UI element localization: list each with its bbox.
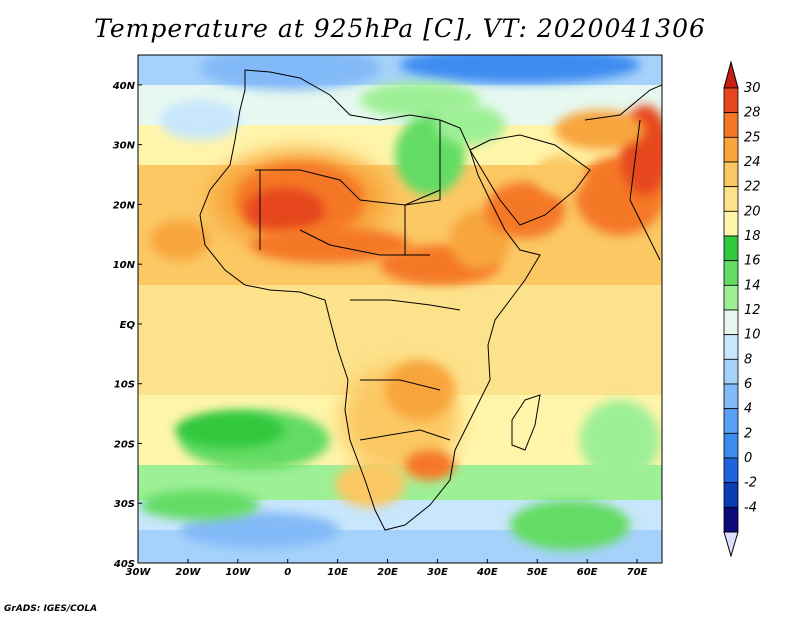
colorbar-label: 6 [744,377,752,392]
lon-tick-label: 40E [476,567,498,578]
colorbar-swatch [723,482,739,508]
colorbar-swatch [723,408,739,434]
colorbar-swatch [723,506,739,533]
lat-tick-label: 10N [113,260,136,271]
longitude-axis: 30W 20W 10W 0 10E 20E 30E 40E 50E 60E 70E [126,559,648,578]
colorbar-label: 14 [744,278,761,293]
lon-tick-label: 0 [284,567,291,578]
temperature-field [138,55,662,563]
colorbar-label: 30 [744,81,761,96]
lon-tick-label: 60E [577,567,598,578]
colorbar-label: 0 [744,451,752,466]
lon-tick-label: 20W [175,567,201,578]
colorbar-swatch [723,161,739,188]
colorbar-label: 8 [744,352,752,367]
lat-tick-label: 10S [114,380,135,391]
colorbar-swatch [723,235,739,262]
colorbar-label: 20 [744,204,761,219]
colorbar-swatch [723,87,739,114]
colorbar-label: 10 [744,328,761,343]
map-title: Temperature at 925hPa [C], VT: 202004130… [94,14,706,43]
lon-tick-label: 30W [126,567,152,578]
lon-tick-label: 50E [527,567,548,578]
colorbar-swatch [723,210,739,237]
lat-tick-label: 20N [113,200,136,211]
colorbar-swatch [723,309,739,336]
colorbar-label: 28 [744,106,761,121]
colorbar-label: 4 [744,402,752,417]
colorbar-swatch [723,136,739,163]
colorbar-label: 24 [744,155,761,170]
colorbar-label: 2 [744,426,752,441]
colorbar-label: 18 [744,229,761,244]
lon-tick-label: 20E [377,567,398,578]
colorbar-swatch [723,383,739,410]
colorbar-label: -4 [744,500,757,515]
colorbar-label: 25 [744,130,761,145]
lon-tick-label: 10E [327,567,348,578]
lat-tick-label: 20S [114,439,135,450]
colorbar-swatch [723,358,739,385]
colorbar-label: 22 [744,180,761,195]
lat-tick-label: 30S [114,499,135,510]
colorbar-under-triangle [723,531,739,558]
lon-tick-label: 70E [627,567,648,578]
lat-tick-label: EQ [120,320,136,331]
colorbar-label: -2 [744,476,757,491]
colorbar-swatch [723,457,739,484]
colorbar-label: 16 [744,254,761,269]
colorbar-swatch [723,186,739,212]
lat-tick-label: 30N [113,141,136,152]
colorbar-swatch [723,260,739,286]
lon-tick-label: 10W [225,567,251,578]
lon-tick-label: 30E [427,567,448,578]
coastlines [199,69,662,531]
plot-frame [137,54,663,564]
lat-tick-label: 40S [113,559,135,570]
colorbar-swatch [723,334,739,360]
colorbar-swatch [723,432,739,459]
colorbar-label: 12 [744,303,761,318]
colorbar-swatch [723,112,739,138]
colorbar-over-triangle [723,60,739,89]
colorbar-swatch [723,284,739,311]
latitude-axis: 40N 30N 20N 10N EQ 10S 20S 30S 40S [112,81,142,570]
lat-tick-label: 40N [112,81,136,92]
grads-credit: GrADS: IGES/COLA [4,604,98,614]
